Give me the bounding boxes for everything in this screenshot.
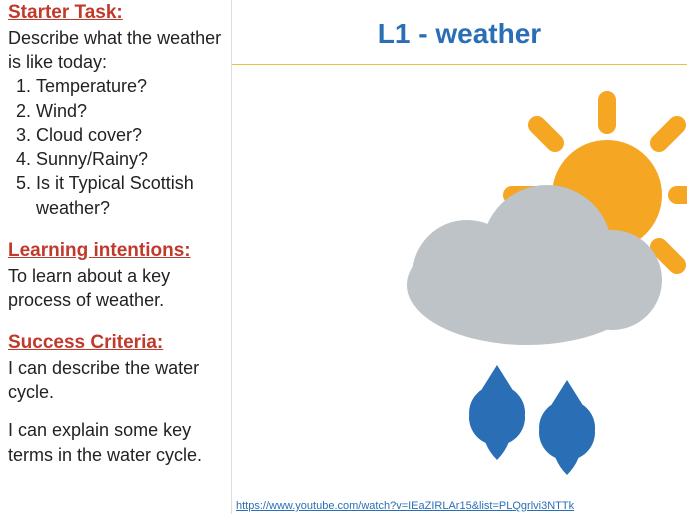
learning-intentions-heading: Learning intentions: <box>8 238 223 264</box>
main-panel: L1 - weather <box>232 0 687 514</box>
weather-icon <box>347 85 687 485</box>
weather-graphic-area: https://www.youtube.com/watch?v=IEaZIRLA… <box>232 65 687 514</box>
list-item: Temperature? <box>36 74 223 98</box>
learning-intentions-text: To learn about a key process of weather. <box>8 264 223 313</box>
list-item: Wind? <box>36 99 223 123</box>
list-item: Cloud cover? <box>36 123 223 147</box>
success-criteria-heading: Success Criteria: <box>8 330 223 356</box>
page-title: L1 - weather <box>232 18 687 50</box>
sidebar: Starter Task: Describe what the weather … <box>0 0 232 514</box>
starter-task-heading: Starter Task: <box>8 0 223 26</box>
success-criteria-text-1: I can describe the water cycle. <box>8 356 223 405</box>
list-item: Sunny/Rainy? <box>36 147 223 171</box>
starter-task-list: Temperature? Wind? Cloud cover? Sunny/Ra… <box>8 74 223 220</box>
starter-task-intro: Describe what the weather is like today: <box>8 26 223 75</box>
success-criteria-text-2: I can explain some key terms in the wate… <box>8 418 223 467</box>
source-url[interactable]: https://www.youtube.com/watch?v=IEaZIRLA… <box>236 500 687 512</box>
list-item: Is it Typical Scottish weather? <box>36 171 223 220</box>
